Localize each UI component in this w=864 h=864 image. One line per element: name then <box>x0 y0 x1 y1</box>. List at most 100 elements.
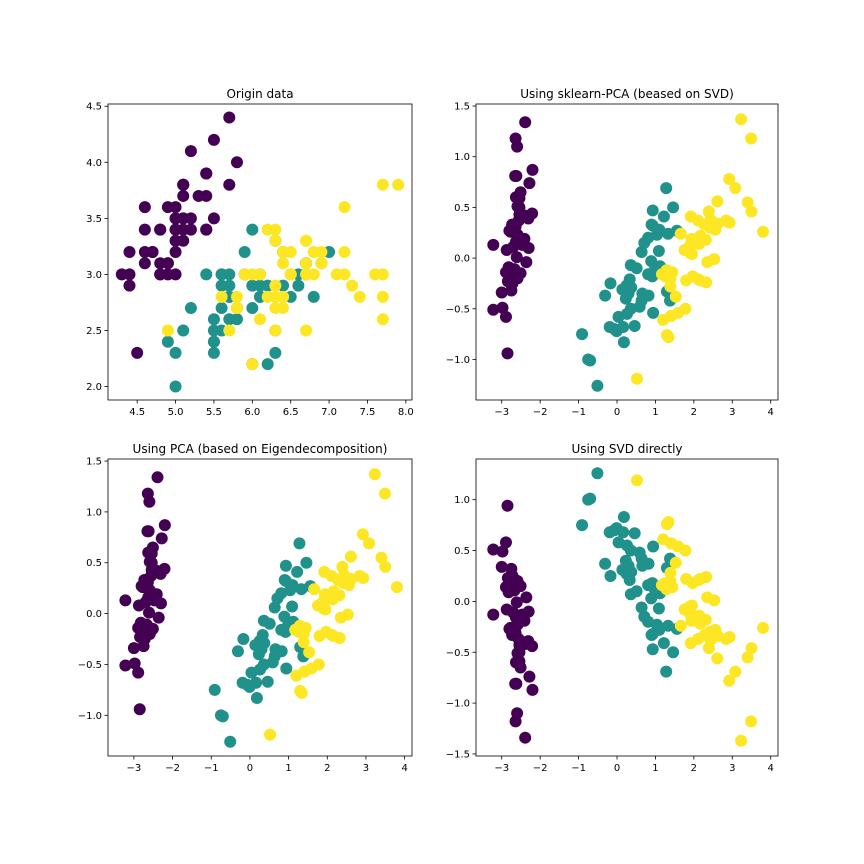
point-class-2 <box>735 113 748 126</box>
y-tick-label: −1.0 <box>446 699 470 710</box>
point-class-0 <box>177 223 190 236</box>
point-class-0 <box>495 286 508 299</box>
x-tick-label: 5.5 <box>206 407 222 418</box>
point-class-0 <box>487 608 500 621</box>
point-class-2 <box>230 290 243 303</box>
x-tick-label: −3 <box>494 763 509 774</box>
point-class-0 <box>526 640 539 653</box>
point-class-1 <box>635 246 648 258</box>
x-tick-label: 0 <box>614 763 620 774</box>
point-class-0 <box>507 240 520 253</box>
point-class-1 <box>250 676 263 689</box>
point-class-1 <box>215 302 228 315</box>
point-class-2 <box>307 246 320 258</box>
point-class-2 <box>300 257 313 270</box>
x-tick-label: 8.0 <box>398 407 414 418</box>
point-class-2 <box>334 611 347 624</box>
point-class-0 <box>169 212 182 225</box>
point-class-0 <box>511 140 524 153</box>
point-class-0 <box>496 301 509 314</box>
point-class-0 <box>134 631 147 643</box>
x-tick-label: 6.0 <box>244 407 260 418</box>
x-tick-label: 1 <box>285 763 291 774</box>
point-class-2 <box>684 210 697 223</box>
point-class-0 <box>487 303 500 316</box>
point-class-0 <box>161 201 174 214</box>
x-tick-label: 1 <box>652 763 658 774</box>
y-tick-label: 3.5 <box>86 214 102 225</box>
point-class-0 <box>138 201 151 214</box>
point-class-0 <box>184 212 197 225</box>
point-class-2 <box>745 642 758 655</box>
point-class-1 <box>624 588 637 601</box>
point-class-0 <box>145 556 158 569</box>
point-class-2 <box>346 279 359 292</box>
point-class-2 <box>630 372 643 385</box>
point-class-2 <box>338 246 351 258</box>
point-class-1 <box>237 633 250 646</box>
point-class-0 <box>151 471 164 484</box>
point-class-0 <box>138 223 151 236</box>
point-class-0 <box>200 167 213 180</box>
point-class-0 <box>155 532 168 545</box>
point-class-1 <box>280 662 293 675</box>
point-class-1 <box>584 492 597 505</box>
point-class-0 <box>123 279 136 292</box>
point-class-1 <box>642 557 655 570</box>
subplot-origin-data: 4.5 5.0 5.5 6.0 6.5 7.0 7.5 8.0 2.0 2.5 3.0 3.5 4.0 4… <box>86 87 414 418</box>
y-tick-label: 1.0 <box>454 152 470 163</box>
point-class-2 <box>664 566 677 579</box>
point-class-0 <box>510 251 523 264</box>
subplot-title: Using PCA (based on Eigendecomposition) <box>133 442 388 456</box>
point-class-1 <box>576 519 589 532</box>
point-class-2 <box>674 619 687 632</box>
point-class-0 <box>143 495 156 508</box>
point-class-2 <box>284 268 297 281</box>
point-class-1 <box>617 321 630 334</box>
point-class-0 <box>223 111 236 124</box>
point-class-0 <box>152 611 165 624</box>
point-class-1 <box>604 569 617 582</box>
point-class-2 <box>254 313 266 326</box>
y-tick-label: −0.5 <box>446 304 470 315</box>
subplot-svd-direct: −3 −2 −1 0 1 2 3 4 −1.5 −1.0 −0.5 0.0 0.5 1.0 Using SV… <box>446 442 779 774</box>
point-class-2 <box>655 579 668 592</box>
point-class-2 <box>669 556 682 569</box>
point-class-1 <box>599 557 612 570</box>
point-class-1 <box>660 182 673 195</box>
point-class-2 <box>679 544 692 557</box>
point-class-2 <box>363 537 376 550</box>
point-class-1 <box>612 310 625 323</box>
point-class-2 <box>757 621 770 634</box>
point-class-2 <box>390 581 403 594</box>
axes-frame <box>107 458 413 757</box>
point-class-2 <box>702 642 715 655</box>
point-class-2 <box>703 221 716 234</box>
point-class-2 <box>300 268 313 281</box>
point-class-2 <box>338 201 351 214</box>
point-class-1 <box>642 231 655 244</box>
point-class-0 <box>501 572 514 584</box>
point-class-2 <box>269 302 282 315</box>
axes-frame <box>107 103 413 401</box>
point-class-2 <box>655 268 668 281</box>
point-class-0 <box>123 268 136 281</box>
point-class-1 <box>646 643 659 656</box>
point-class-0 <box>499 536 512 549</box>
point-class-0 <box>169 234 182 247</box>
x-tick-label: 2 <box>691 763 697 774</box>
point-class-0 <box>177 178 190 191</box>
point-class-1 <box>224 735 237 748</box>
point-class-2 <box>711 652 724 665</box>
point-class-0 <box>504 225 517 238</box>
point-class-1 <box>286 600 299 613</box>
point-class-2 <box>729 665 742 678</box>
subplot-title: Using sklearn-PCA (beased on SVD) <box>520 87 734 101</box>
point-class-0 <box>523 670 536 683</box>
point-class-2 <box>277 257 290 270</box>
point-class-2 <box>666 581 679 594</box>
point-class-1 <box>246 302 259 315</box>
point-class-0 <box>138 257 151 270</box>
point-class-2 <box>711 195 724 208</box>
